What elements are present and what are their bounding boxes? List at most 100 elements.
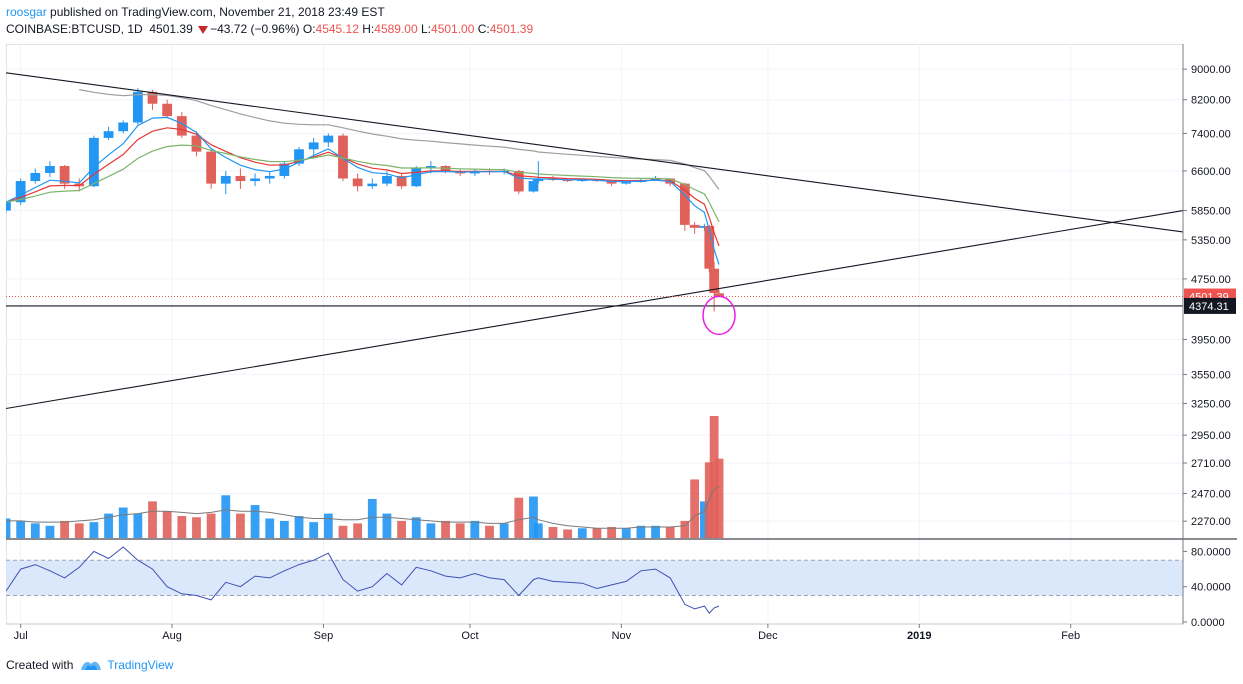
candle-body	[679, 183, 690, 225]
candle-body	[176, 116, 187, 136]
ohlc-line: COINBASE:BTCUSD, 1D 4501.39 −43.72 (−0.9…	[6, 21, 533, 38]
volume-bar	[665, 527, 675, 538]
volume-bar	[426, 523, 436, 538]
price-candles[interactable]	[1, 87, 724, 312]
candle-body	[118, 122, 129, 132]
price-tick-label: 8200.00	[1191, 95, 1231, 107]
volume-bar	[221, 495, 231, 538]
low-value: 4501.00	[431, 22, 475, 36]
volume-bar	[309, 522, 319, 538]
candle-body	[562, 180, 573, 182]
volume-bar	[592, 528, 602, 538]
chart-svg[interactable]: 9000.00 8200.00 7400.00 6600.00 5850.00 5350.…	[1, 43, 1237, 646]
low-label: L:	[421, 22, 432, 36]
volume-bar	[74, 523, 84, 538]
volume-bar	[651, 525, 660, 538]
volume-bar	[118, 507, 128, 538]
price-tick-label: 2950.00	[1191, 430, 1231, 442]
grid-lines	[6, 44, 1183, 624]
candle-body	[308, 142, 319, 150]
price-tick-label: 9000.00	[1191, 64, 1231, 76]
time-axis[interactable]: Jul Aug Sep Oct Nov Dec 2019 Feb	[14, 624, 1081, 642]
volume-bar	[680, 520, 690, 538]
volume-bar	[236, 513, 245, 538]
line-price-tag	[1184, 297, 1236, 314]
volume-bar	[382, 513, 392, 538]
candle-body	[294, 149, 304, 164]
volume-bar	[690, 479, 700, 538]
open-label: O:	[302, 22, 316, 36]
candle-body	[147, 91, 158, 104]
close-value: 4501.39	[489, 22, 534, 36]
tradingview-brand[interactable]: TradingView	[79, 658, 173, 672]
volume-average-line	[6, 486, 720, 529]
volume-bar	[45, 525, 55, 538]
price-tick-label: 3550.00	[1191, 369, 1231, 381]
last-price: 4501.39	[149, 22, 193, 36]
volume-bar	[397, 520, 406, 538]
candle-body	[367, 183, 378, 187]
published-text: published on TradingView.com, November 2…	[46, 5, 385, 19]
volume-bar	[485, 525, 494, 538]
volume-bar	[60, 520, 70, 538]
candle-body	[103, 131, 114, 138]
candle-body	[528, 181, 539, 192]
created-with-label: Created with	[6, 658, 74, 672]
time-tick-label: Sep	[314, 630, 334, 642]
footer: Created with TradingView	[6, 658, 173, 672]
close-label: C:	[477, 22, 490, 36]
volume-bar	[455, 523, 465, 538]
price-tick-label: 2470.00	[1191, 488, 1231, 500]
price-axis[interactable]: 9000.00 8200.00 7400.00 6600.00 5850.00 5350.…	[6, 44, 1237, 629]
candle-body	[621, 182, 632, 184]
candle-body	[132, 91, 143, 123]
publish-line: roosgar published on TradingView.com, No…	[6, 4, 533, 21]
candle-body	[650, 178, 661, 181]
author-link[interactable]: roosgar	[6, 5, 47, 19]
volume-bar	[1, 518, 11, 538]
volume-pane	[1, 416, 724, 538]
candle-body	[533, 178, 544, 182]
time-tick-label: Aug	[162, 630, 182, 642]
candle-body	[714, 293, 724, 297]
tradingview-brand-label: TradingView	[107, 658, 174, 672]
volume-bar	[367, 498, 377, 538]
candle-body	[191, 135, 202, 152]
volume-bar	[441, 520, 450, 538]
descending-trendline	[5, 72, 1184, 233]
candle-body	[577, 180, 588, 182]
volume-bar	[133, 513, 143, 538]
volume-bar	[30, 523, 40, 538]
time-tick-label: Dec	[758, 630, 778, 642]
volume-bar	[499, 523, 509, 538]
price-tick-label: 2270.00	[1191, 516, 1231, 528]
price-tick-label: 6600.00	[1191, 166, 1231, 178]
candle-body	[235, 175, 246, 182]
candle-body	[15, 181, 26, 203]
candle-body	[30, 172, 41, 182]
volume-bar	[206, 513, 216, 538]
chart-area[interactable]: 9000.00 8200.00 7400.00 6600.00 5850.00 5350.…	[1, 43, 1237, 651]
volume-bar	[470, 520, 480, 538]
rsi-tick-label: 0.0000	[1191, 617, 1225, 629]
ma-green-line	[5, 144, 720, 223]
trendlines[interactable]	[5, 72, 1184, 410]
volume-bar	[192, 517, 201, 538]
price-tick-label: 4750.00	[1191, 274, 1231, 286]
price-tick-label: 5350.00	[1191, 235, 1231, 247]
time-tick-label: Nov	[612, 630, 632, 642]
volume-bar	[353, 523, 363, 538]
candle-body	[338, 135, 348, 179]
volume-bar	[250, 505, 260, 538]
time-tick-label: Feb	[1061, 630, 1080, 642]
candle-body	[513, 170, 524, 192]
volume-bar	[621, 528, 631, 538]
rsi-line	[5, 546, 720, 614]
rsi-band	[6, 560, 1183, 596]
volume-bar	[162, 511, 172, 538]
volume-bar	[16, 520, 26, 538]
volume-bar	[714, 458, 724, 538]
volume-bar	[636, 525, 646, 538]
volume-bar	[699, 501, 709, 538]
high-value: 4589.00	[374, 22, 418, 36]
